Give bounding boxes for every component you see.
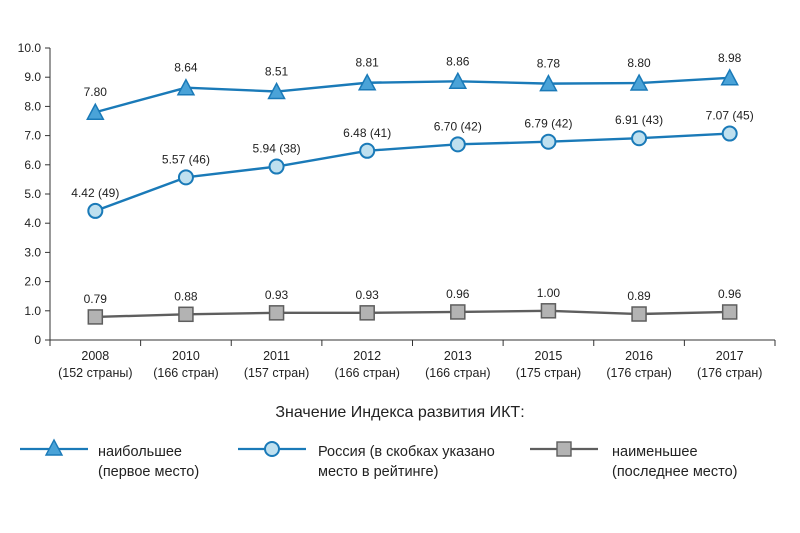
data-point-russia: [631, 130, 648, 147]
data-label-min: 0.93: [356, 288, 380, 302]
data-point-russia: [268, 158, 285, 175]
x-category-label: 2017: [716, 349, 744, 363]
x-category-sublabel: (166 стран): [425, 366, 490, 380]
data-label-min: 0.93: [265, 288, 289, 302]
data-point-russia: [721, 125, 738, 142]
legend-title: Значение Индекса развития ИКТ:: [275, 404, 525, 421]
data-label-min: 1.00: [537, 286, 561, 300]
data-label-min: 0.89: [627, 289, 651, 303]
data-label-max: 8.64: [174, 61, 198, 75]
data-point-russia: [359, 142, 376, 159]
y-tick-label: 2.0: [24, 275, 41, 289]
data-point-russia: [177, 169, 194, 186]
x-category-sublabel: (166 стран): [153, 366, 218, 380]
data-label-max: 8.81: [356, 56, 380, 70]
data-label-russia: 6.70 (42): [434, 119, 482, 133]
legend-item-min-line1: наименьшее: [612, 444, 698, 460]
data-label-russia: 5.94 (38): [253, 142, 301, 156]
data-point-min: [450, 304, 466, 320]
legend-item-max-line2: (первое место): [98, 464, 200, 480]
data-label-max: 8.51: [265, 65, 289, 79]
legend-item-min: наименьшее (последнее место): [612, 442, 737, 482]
series-russia: 4.42 (49) 5.57 (46) 5.94 (38) 6.48 (41) 6.70…: [71, 109, 754, 219]
data-label-max: 7.80: [84, 85, 108, 99]
x-category-label: 2011: [263, 349, 290, 363]
data-label-russia: 4.42 (49): [71, 186, 119, 200]
data-point-min: [87, 309, 104, 325]
y-axis-ticks: 0 1.0 2.0 3.0 4.0 5.0 6.0 7.0 8.0 9.0 10.0: [18, 41, 50, 347]
x-category-label: 2015: [535, 349, 563, 363]
data-label-russia: 5.57 (46): [162, 152, 210, 166]
data-label-russia: 7.07 (45): [706, 109, 754, 123]
data-label-max: 8.98: [718, 51, 742, 65]
data-point-min: [631, 306, 647, 322]
data-label-max: 8.80: [627, 56, 651, 70]
data-label-russia: 6.48 (41): [343, 126, 391, 140]
y-tick-label: 3.0: [24, 245, 41, 259]
y-tick-label: 8.0: [24, 99, 41, 113]
legend-symbol-min-square: [530, 441, 598, 457]
y-tick-label: 7.0: [24, 129, 41, 143]
series-line-min: [95, 309, 730, 319]
x-category-sublabel: (175 стран): [516, 366, 581, 380]
x-category-sublabel: (176 стран): [697, 366, 762, 380]
legend-item-russia: Россия (в скобках указано место в рейтин…: [318, 442, 495, 482]
series-line-max: [94, 76, 730, 114]
data-point-max: [86, 102, 105, 120]
y-tick-label: 6.0: [24, 158, 41, 172]
x-axis-categories: 2008 (152 страны) 2010 (166 стран) 2011 (157 …: [49, 340, 776, 380]
data-point-max: [629, 73, 649, 91]
y-tick-label: 4.0: [24, 216, 41, 230]
legend-item-russia-line2: место в рейтинге): [318, 464, 439, 480]
data-label-russia: 6.79 (42): [524, 117, 572, 131]
data-label-min: 0.96: [718, 287, 742, 301]
x-category-sublabel: (176 стран): [606, 366, 671, 380]
legend-symbol-max-triangle: [20, 438, 88, 456]
data-label-russia: 6.91 (43): [615, 113, 663, 127]
data-point-russia: [540, 133, 557, 150]
series-min: 0.79 0.88 0.93 0.93 0.96 1.00 0.89 0.96: [84, 286, 742, 325]
x-category-sublabel: (166 стран): [334, 366, 399, 380]
legend-symbol-russia-circle: [238, 441, 306, 457]
data-label-min: 0.88: [174, 289, 198, 303]
series-max: 7.80 8.64 8.51 8.81 8.86 8.78 8.80 8.98: [84, 51, 742, 120]
data-point-min: [178, 306, 194, 323]
x-category-sublabel: (157 стран): [244, 366, 309, 380]
x-category-sublabel: (152 страны): [58, 366, 132, 380]
data-point-max: [357, 73, 377, 91]
legend-item-max: наибольшее (первое место): [98, 442, 199, 482]
data-label-max: 8.78: [537, 57, 561, 71]
data-point-max: [176, 78, 196, 96]
chart-axes: [49, 48, 775, 341]
data-point-max: [267, 81, 286, 100]
y-tick-label: 0: [34, 333, 41, 347]
legend-item-min-line2: (последнее место): [612, 464, 738, 480]
x-category-label: 2008: [81, 349, 109, 363]
x-category-label: 2013: [444, 349, 472, 363]
chart-series: 7.80 8.64 8.51 8.81 8.86 8.78 8.80 8.98 4.42 (49…: [71, 51, 754, 325]
legend-item-max-line1: наибольшее: [98, 444, 182, 460]
data-point-min: [268, 305, 285, 321]
x-category-label: 2016: [625, 349, 653, 363]
data-point-max: [539, 74, 558, 92]
data-point-russia: [87, 202, 104, 219]
data-label-min: 0.96: [446, 287, 470, 301]
series-line-russia: [94, 132, 730, 213]
x-category-label: 2012: [353, 349, 381, 363]
x-category-label: 2010: [172, 349, 200, 363]
line-chart: 0 1.0 2.0 3.0 4.0 5.0 6.0 7.0 8.0 9.0 10.0 2008 (15…: [18, 41, 776, 380]
data-label-min: 0.79: [84, 292, 108, 306]
y-tick-label: 5.0: [24, 187, 41, 201]
data-point-max: [720, 68, 739, 86]
y-tick-label: 10.0: [18, 41, 42, 55]
data-point-max: [448, 71, 468, 90]
y-tick-label: 1.0: [24, 304, 41, 318]
legend-item-russia-line1: Россия (в скобках указано: [318, 444, 495, 460]
data-label-max: 8.86: [446, 54, 470, 68]
y-tick-label: 9.0: [24, 70, 41, 84]
data-point-min: [721, 304, 738, 320]
data-point-min: [359, 305, 375, 321]
data-point-russia: [449, 136, 466, 153]
data-point-min: [540, 303, 557, 319]
